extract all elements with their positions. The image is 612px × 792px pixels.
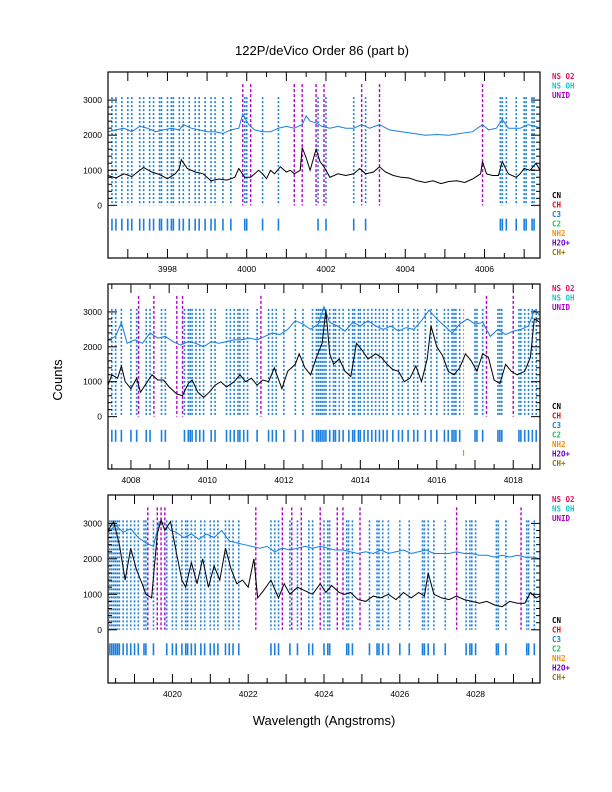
x-tick-label: 4028 (466, 689, 485, 699)
legend-top-entry: NS OH (552, 82, 575, 91)
x-tick-label: 4006 (475, 264, 494, 274)
legend-bottom-entry: C2 (552, 645, 561, 654)
y-tick-label: 1000 (83, 589, 102, 599)
legend-bottom-entry: C3 (552, 421, 562, 430)
model-spectrum-line (107, 112, 541, 136)
y-tick-label: 1000 (83, 377, 102, 387)
y-ticks: 0 1000 2000 3000 (83, 95, 540, 210)
panel-2: 4008 4010 4012 4014 4016 4018 0 1000 2000 3000 NS … (83, 283, 575, 485)
legend-bottom-entry: CN (552, 616, 562, 625)
y-tick-label: 1000 (83, 165, 102, 175)
panel-1: 3998 4000 4002 4004 4006 0 1000 2000 3000 NS O2NS… (83, 71, 575, 274)
panel-3: 4020 4022 4024 4026 4028 0 1000 2000 3000 NS O2NS… (83, 494, 575, 699)
legend-bottom-entry: C3 (552, 635, 562, 644)
legend-bottom-entry: H2O+ (552, 239, 571, 248)
y-tick-label: 0 (97, 200, 102, 210)
x-tick-label: 4016 (427, 475, 446, 485)
y-tick-label: 0 (97, 625, 102, 635)
unid-line-markers (242, 84, 484, 206)
legend-top-entry: UNID (552, 91, 571, 100)
legend-bottom-entry: NH2 (552, 229, 566, 238)
y-tick-label: 2000 (83, 554, 102, 564)
y-tick-label: 0 (97, 412, 102, 422)
legend-top-entry: UNID (552, 514, 571, 523)
y-axis-label: Counts (50, 359, 65, 401)
y-tick-label: 3000 (83, 95, 102, 105)
observed-spectrum-line (107, 147, 541, 185)
legend-bottom-entry: NH2 (552, 440, 566, 449)
y-tick-label: 2000 (83, 130, 102, 140)
legend-top-entry: NS O2 (552, 72, 575, 81)
x-tick-label: 4018 (504, 475, 523, 485)
legend-top-entry: NS O2 (552, 495, 575, 504)
x-tick-label: 4004 (396, 264, 415, 274)
x-tick-label: 4026 (390, 689, 409, 699)
legend-top-entry: NS OH (552, 505, 575, 514)
plot-frame (107, 283, 541, 470)
c3-line-markers (111, 308, 537, 442)
chart-title: 122P/deVico Order 86 (part b) (235, 43, 409, 58)
y-tick-label: 3000 (83, 518, 102, 528)
legend-bottom-entry: CN (552, 191, 562, 200)
c3-line-markers (109, 520, 536, 656)
y-ticks: 0 1000 2000 3000 (83, 307, 540, 422)
model-spectrum-line (107, 520, 541, 560)
x-tick-label: 4014 (351, 475, 370, 485)
x-tick-label: 4020 (163, 689, 182, 699)
unid-line-markers (147, 507, 522, 630)
x-ticks: 4020 4022 4024 4026 4028 (115, 495, 533, 699)
legend-bottom-entry: CN (552, 402, 562, 411)
legend-bottom-entry: NH2 (552, 654, 566, 663)
y-tick-label: 2000 (83, 342, 102, 352)
model-spectrum-line (107, 305, 541, 348)
x-tick-label: 4000 (237, 264, 256, 274)
x-tick-label: 4010 (198, 475, 217, 485)
legend-bottom-entry: H2O+ (552, 664, 571, 673)
legend-bottom-entry: C2 (552, 431, 561, 440)
x-ticks: 3998 4000 4002 4004 4006 (107, 72, 525, 274)
y-tick-label: 3000 (83, 307, 102, 317)
x-tick-label: 4012 (274, 475, 293, 485)
legend-bottom-entry: CH+ (552, 459, 566, 468)
legend-bottom-entry: CH (552, 412, 562, 421)
legend-bottom-entry: C2 (552, 220, 561, 229)
x-tick-label: 3998 (158, 264, 177, 274)
x-tick-label: 4002 (317, 264, 336, 274)
legend-bottom-entry: C3 (552, 210, 562, 219)
legend-top-entry: NS OH (552, 294, 575, 303)
x-tick-label: 4008 (121, 475, 140, 485)
legend-bottom-entry: CH+ (552, 248, 566, 257)
observed-spectrum-line (107, 310, 541, 399)
legend-bottom-entry: CH (552, 626, 562, 635)
legend-bottom-entry: CH (552, 201, 562, 210)
plot-frame (107, 71, 541, 259)
c3-line-markers (111, 97, 535, 231)
observed-spectrum-line (107, 518, 541, 608)
legend-top-entry: UNID (552, 303, 571, 312)
x-tick-label: 4024 (315, 689, 334, 699)
legend-bottom-entry: H2O+ (552, 450, 571, 459)
x-tick-label: 4022 (239, 689, 258, 699)
y-ticks: 0 1000 2000 3000 (83, 518, 540, 635)
legend-top-entry: NS O2 (552, 284, 575, 293)
x-axis-label: Wavelength (Angstroms) (253, 713, 396, 728)
legend-bottom-entry: CH+ (552, 673, 566, 682)
x-ticks: 4008 4010 4012 4014 4016 4018 (111, 284, 533, 485)
